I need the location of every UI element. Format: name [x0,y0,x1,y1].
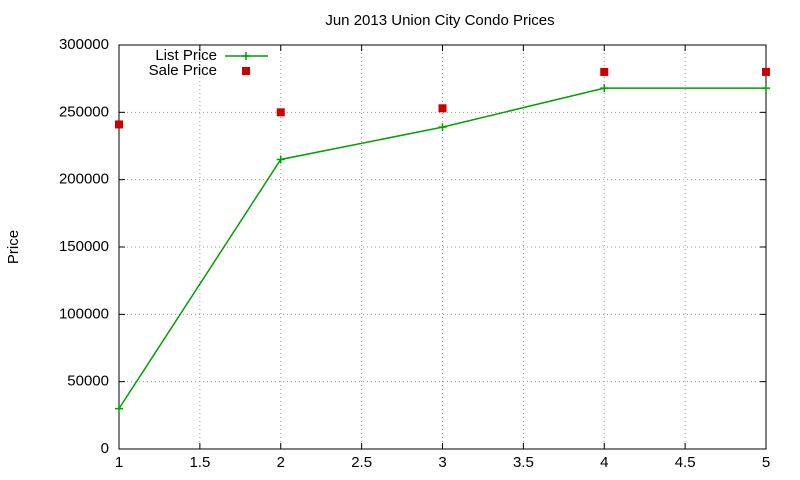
legend-swatch [242,52,250,60]
plot-border [118,44,767,450]
y-tick-label: 100000 [59,305,109,322]
point-marker [762,67,770,76]
x-tick-label: 2 [277,454,285,471]
legend-label: Sale Price [149,62,217,79]
point-marker [762,84,770,93]
y-tick-label: 200000 [59,171,109,188]
x-tick-label: 3 [438,454,446,471]
x-tick-label: 4 [600,454,608,471]
point-marker [276,108,285,117]
point-marker [438,123,447,132]
x-tick-label: 2.5 [351,454,372,471]
x-tick-label: 4.5 [675,454,696,471]
chart-title: Jun 2013 Union City Condo Prices [325,12,554,29]
y-axis-label: Price [5,230,22,264]
y-tick-label: 150000 [59,238,109,255]
point-marker [600,84,609,93]
y-tick-label: 50000 [67,373,109,390]
point-marker [276,155,285,164]
point-marker [438,104,447,113]
y-tick-label: 250000 [59,103,109,120]
x-tick-label: 1 [115,454,123,471]
point-marker [115,404,123,413]
point-marker [115,120,123,129]
x-tick-label: 1.5 [189,454,210,471]
x-tick-label: 3.5 [513,454,534,471]
y-tick-label: 300000 [59,36,109,53]
legend-label: List Price [155,47,217,64]
point-marker [600,67,609,76]
y-tick-label: 0 [101,440,109,457]
legend-swatch [242,67,250,75]
x-tick-label: 5 [762,454,770,471]
